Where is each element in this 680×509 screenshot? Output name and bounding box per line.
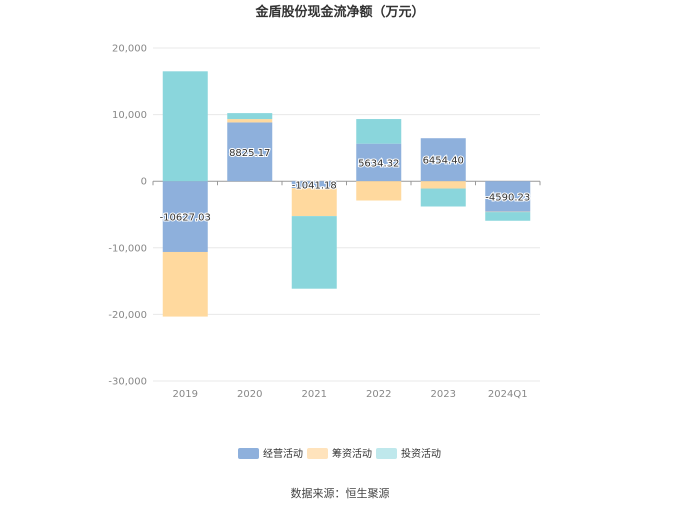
- bar-2019-series-0[interactable]: [162, 181, 208, 252]
- chart-title: 金盾股份现金流净额（万元）: [254, 4, 424, 20]
- legend-swatch: [307, 448, 328, 459]
- y-tick-label: -30,000: [108, 377, 147, 388]
- data-label: 5634.32: [358, 158, 399, 169]
- bar-2023-series-2[interactable]: [420, 188, 466, 207]
- legend-swatch: [376, 448, 397, 459]
- bar-2023-series-1[interactable]: [420, 181, 466, 189]
- y-tick-label: -10,000: [108, 243, 147, 254]
- x-tick-label: 2021: [302, 389, 327, 400]
- data-label: -1041.18: [292, 181, 337, 192]
- bar-2019-series-1[interactable]: [162, 251, 208, 317]
- bars: [162, 71, 531, 317]
- bar-2023-series-0[interactable]: [420, 138, 466, 182]
- x-tick-label: 2019: [173, 389, 198, 400]
- data-labels: -10627.03 8825.17 -1041.18 5634.32 6454.40 -4…: [159, 147, 532, 225]
- bar-2020-series-1[interactable]: [227, 119, 273, 123]
- bar-2024Q1-series-1[interactable]: [485, 211, 531, 213]
- x-tick-label: 2024Q1: [488, 389, 528, 400]
- bar-2024Q1-series-0[interactable]: [485, 181, 531, 212]
- legend-item[interactable]: 筹资活动: [307, 447, 372, 460]
- x-axis: 2019 2020 2021 2022 2023 2024Q1: [152, 181, 541, 400]
- bar-2021-series-0[interactable]: [291, 181, 337, 189]
- legend-label: 投资活动: [401, 447, 441, 460]
- data-label: 8825.17: [229, 148, 270, 159]
- bar-2021-series-1[interactable]: [291, 188, 337, 217]
- legend-item[interactable]: 投资活动: [376, 447, 441, 460]
- bar-2022-series-0[interactable]: [356, 143, 402, 182]
- legend[interactable]: 经营活动 筹资活动 投资活动: [238, 447, 441, 460]
- grid-lines: [153, 47, 540, 382]
- data-label: -10627.03: [160, 213, 211, 224]
- legend-swatch: [238, 448, 259, 459]
- y-tick-label: 20,000: [112, 44, 147, 55]
- y-axis-ticks: 20,000 10,000 0 -10,000 -20,000 -30,000: [108, 44, 147, 388]
- y-tick-label: 0: [141, 177, 147, 188]
- x-tick-label: 2022: [366, 389, 391, 400]
- legend-label: 经营活动: [263, 447, 303, 460]
- legend-item[interactable]: 经营活动: [238, 447, 303, 460]
- data-label: -4590.23: [485, 192, 530, 203]
- bar-2021-series-2[interactable]: [291, 216, 337, 289]
- data-label: 6454.40: [423, 156, 464, 167]
- bar-2022-series-1[interactable]: [356, 181, 402, 201]
- bar-2020-series-0[interactable]: [227, 122, 273, 182]
- legend-label: 筹资活动: [332, 447, 372, 460]
- bar-2022-series-2[interactable]: [356, 119, 402, 144]
- source-note: 数据来源：恒生聚源: [291, 486, 390, 500]
- bar-2020-series-2[interactable]: [227, 113, 273, 120]
- bar-2024Q1-series-2[interactable]: [485, 212, 531, 221]
- y-tick-label: 10,000: [112, 110, 147, 121]
- x-tick-label: 2023: [431, 389, 456, 400]
- y-tick-label: -20,000: [108, 310, 147, 321]
- bar-2019-series-2[interactable]: [162, 71, 208, 182]
- x-tick-label: 2020: [237, 389, 262, 400]
